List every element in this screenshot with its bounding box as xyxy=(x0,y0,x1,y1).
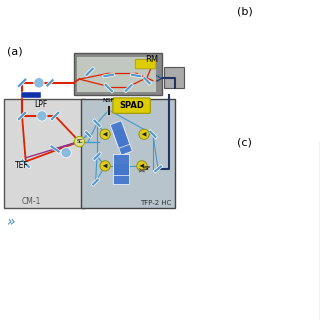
Polygon shape xyxy=(104,83,114,93)
Polygon shape xyxy=(113,163,129,184)
Polygon shape xyxy=(103,132,108,137)
Polygon shape xyxy=(84,130,92,139)
Circle shape xyxy=(61,148,71,158)
Polygon shape xyxy=(17,111,27,121)
FancyBboxPatch shape xyxy=(113,98,150,113)
Circle shape xyxy=(100,129,110,140)
Text: (b): (b) xyxy=(237,6,252,16)
Polygon shape xyxy=(84,67,95,77)
Polygon shape xyxy=(103,164,108,168)
Polygon shape xyxy=(113,154,129,175)
Circle shape xyxy=(37,111,47,121)
Polygon shape xyxy=(124,83,133,93)
Text: »: » xyxy=(6,215,14,229)
Polygon shape xyxy=(45,78,55,87)
Bar xyxy=(76,56,156,92)
Circle shape xyxy=(74,136,84,147)
Polygon shape xyxy=(20,158,31,169)
Text: SPAD: SPAD xyxy=(119,101,144,110)
Text: NSF: NSF xyxy=(103,98,115,103)
Text: SF: SF xyxy=(144,166,152,171)
Text: (c): (c) xyxy=(237,138,252,148)
Polygon shape xyxy=(130,73,142,78)
Polygon shape xyxy=(17,78,27,88)
Text: «: « xyxy=(156,70,162,80)
Polygon shape xyxy=(92,119,102,128)
Polygon shape xyxy=(142,76,152,85)
Text: RM: RM xyxy=(145,55,158,64)
Polygon shape xyxy=(148,130,157,139)
Polygon shape xyxy=(50,111,60,121)
Text: LPF: LPF xyxy=(35,100,48,109)
Text: TFP-2 HC: TFP-2 HC xyxy=(140,200,171,206)
Polygon shape xyxy=(113,128,132,155)
Polygon shape xyxy=(142,132,146,137)
Polygon shape xyxy=(50,144,61,154)
Polygon shape xyxy=(103,73,115,78)
Polygon shape xyxy=(107,105,110,115)
FancyBboxPatch shape xyxy=(135,59,156,69)
Text: TEF: TEF xyxy=(15,162,28,171)
Bar xyxy=(20,92,41,98)
Text: CM-1: CM-1 xyxy=(22,196,41,205)
Text: SC: SC xyxy=(76,139,83,144)
Bar xyxy=(164,68,185,88)
Circle shape xyxy=(139,129,149,140)
Bar xyxy=(74,53,162,95)
Polygon shape xyxy=(110,121,130,148)
Polygon shape xyxy=(91,178,100,187)
Circle shape xyxy=(100,161,110,171)
Bar xyxy=(81,99,175,208)
Polygon shape xyxy=(153,164,163,173)
Circle shape xyxy=(34,78,44,88)
Polygon shape xyxy=(140,164,144,168)
Bar xyxy=(4,99,84,208)
Polygon shape xyxy=(92,152,102,161)
Circle shape xyxy=(137,161,147,171)
Text: (a): (a) xyxy=(7,46,23,56)
